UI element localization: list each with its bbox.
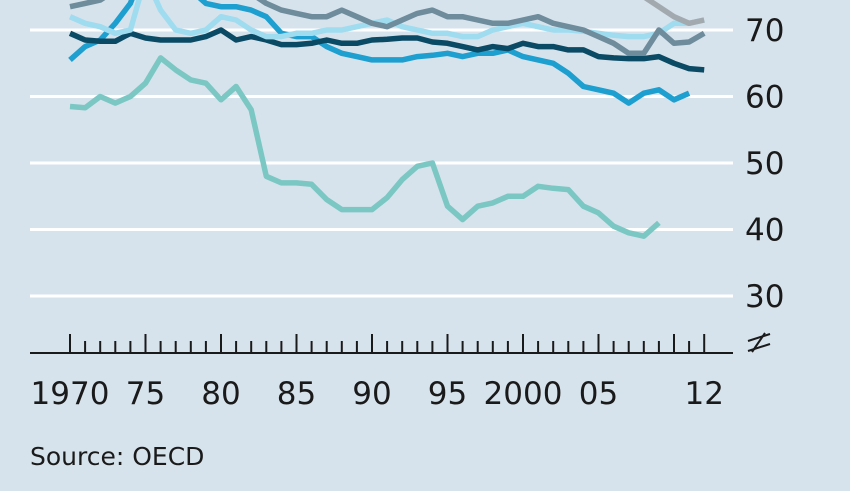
series-line-4	[68, 0, 705, 40]
y-axis-labels: 30 40 50 60 70	[745, 13, 784, 315]
series-lines	[68, 0, 706, 239]
y-tick-label-30: 30	[745, 279, 784, 315]
series-line-3	[68, 27, 705, 73]
y-tick-label-50: 50	[745, 146, 784, 182]
series-line-1	[69, 55, 661, 239]
x-tick-label-1975: 75	[126, 376, 165, 412]
y-tick-label-40: 40	[745, 213, 784, 249]
x-tick-label-1970: 1970	[31, 376, 110, 412]
series-line-6	[643, 0, 705, 27]
x-tick-label-1995: 95	[428, 376, 467, 412]
y-tick-label-60: 60	[745, 80, 784, 116]
x-tick-label-2012: 12	[684, 376, 723, 412]
x-axis	[30, 332, 771, 354]
x-tick-label-1990: 90	[352, 376, 391, 412]
x-tick-label-1985: 85	[277, 376, 316, 412]
axis-break-icon	[747, 332, 771, 353]
x-axis-labels: 1970 75 80 85 90 95 2000 05 12	[31, 376, 724, 412]
source-note: Source: OECD	[30, 442, 204, 471]
gridlines	[30, 28, 733, 298]
series-line-2	[68, 0, 691, 106]
x-tick-label-2000: 2000	[484, 376, 563, 412]
series-line-5	[69, 0, 706, 57]
x-tick-label-2005: 05	[579, 376, 618, 412]
y-tick-label-70: 70	[745, 13, 784, 49]
x-tick-label-1980: 80	[201, 376, 240, 412]
